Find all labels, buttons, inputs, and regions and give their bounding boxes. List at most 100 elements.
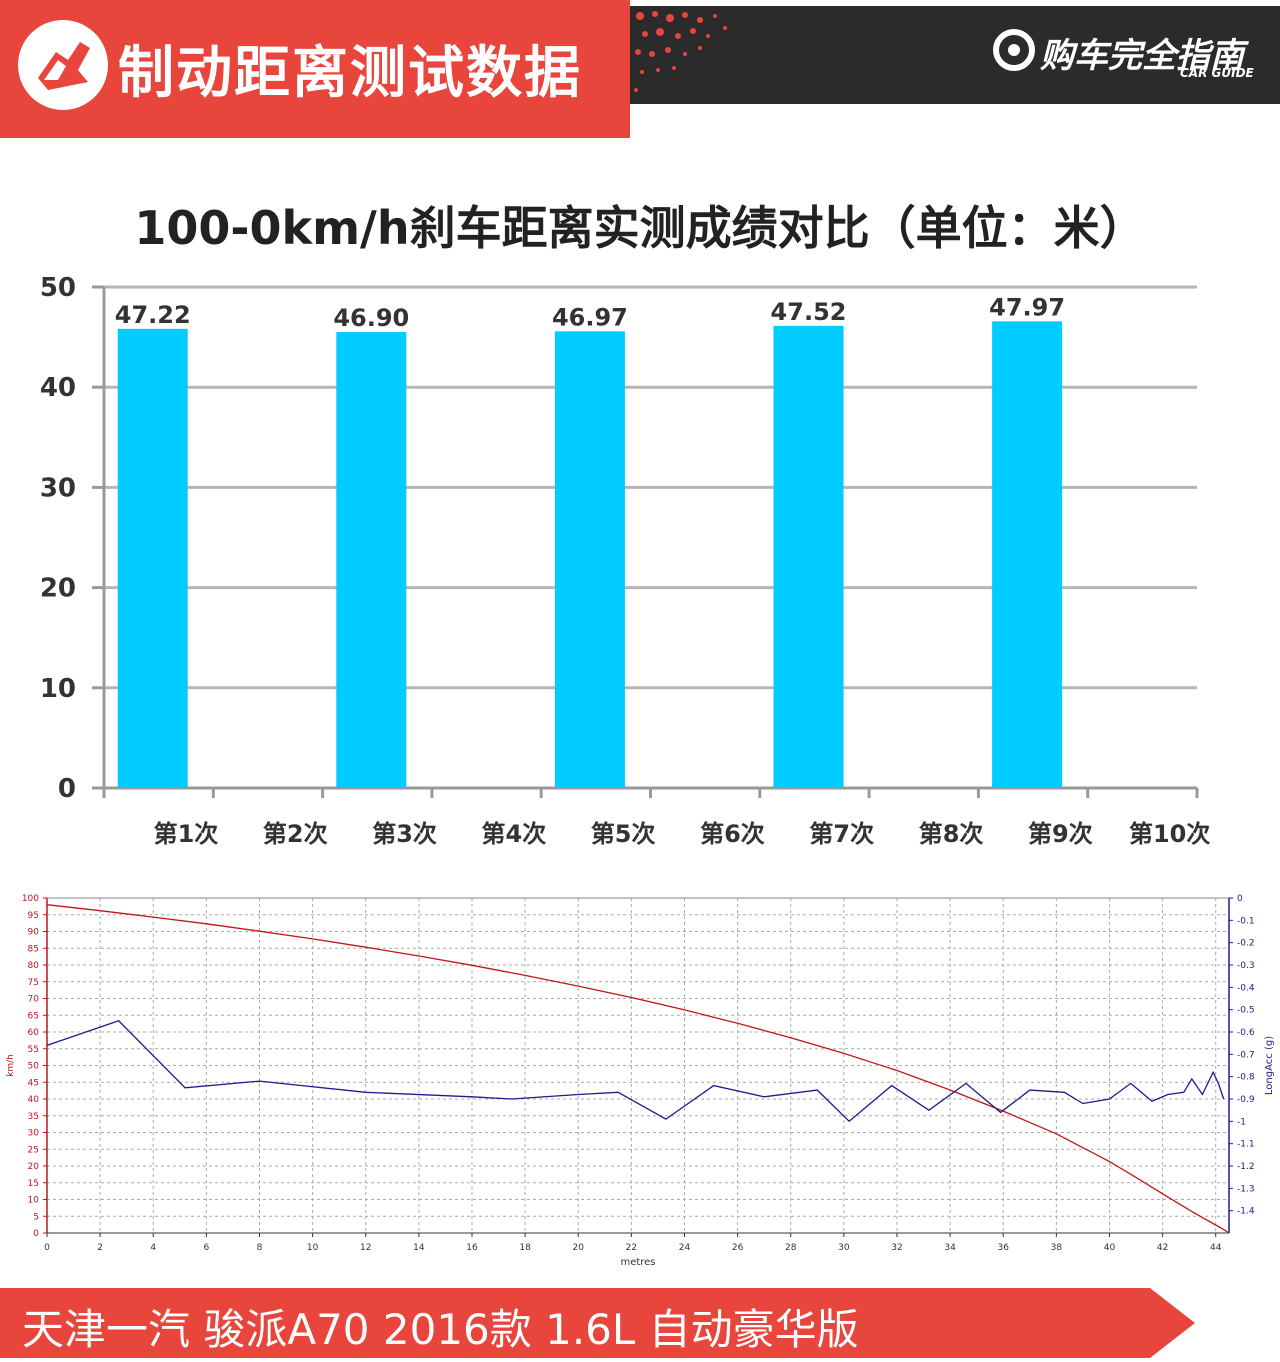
x-tick-label: 14 [413, 1243, 425, 1253]
x-tick-label: 第7次 [809, 820, 874, 848]
bar-chart-title: 100-0km/h刹车距离实测成绩对比（单位：米） [134, 201, 1146, 255]
header-brand-bar [630, 6, 1280, 104]
x-tick-label: 26 [732, 1243, 744, 1253]
bar-value-label: 47.97 [989, 293, 1065, 321]
x-tick-label: 第2次 [263, 820, 328, 848]
bar [117, 328, 188, 788]
x-tick-label: 30 [838, 1243, 850, 1253]
y-tick-label: 50 [40, 273, 76, 303]
x-tick-label: 24 [679, 1243, 691, 1253]
y2-tick-label: -1.2 [1237, 1162, 1255, 1172]
bar [992, 321, 1063, 788]
bar-value-label: 46.90 [333, 304, 409, 332]
y2-tick-label: -0.6 [1237, 1028, 1255, 1038]
x-tick-label: 18 [519, 1243, 531, 1253]
x-tick-label: 38 [1051, 1243, 1063, 1253]
footer [0, 1288, 1280, 1358]
y2-tick-label: -0.8 [1237, 1073, 1255, 1083]
y-tick-label: 40 [40, 373, 76, 403]
y-tick-label: 80 [28, 961, 40, 971]
x-tick-label: 10 [307, 1243, 319, 1253]
y-tick-label: 60 [28, 1028, 40, 1038]
y-tick-label: 15 [28, 1179, 39, 1189]
bar [554, 331, 625, 788]
bar-chart: 0 10 20 30 40 50 第1次 47.22 第2次 第3次 46.90 第4次 第5次 46.9… [40, 273, 1211, 848]
x-tick-label: 4 [150, 1243, 156, 1253]
brand-subtitle: CAR GUIDE [1180, 66, 1254, 80]
y-tick-label: 0 [33, 1229, 39, 1239]
y-tick-label: 50 [28, 1062, 40, 1072]
y2-tick-label: -0.1 [1237, 916, 1255, 926]
y-tick-label: 40 [28, 1095, 40, 1105]
x-axis-label: metres [620, 1257, 655, 1268]
bar-value-label: 47.22 [115, 301, 191, 329]
y-tick-label: 20 [28, 1162, 40, 1172]
page-title: 制动距离测试数据 [118, 41, 582, 106]
line-chart: 0510152025303540455055606570758085909510… [6, 894, 1275, 1268]
x-tick-label: 32 [891, 1243, 902, 1253]
y-tick-label: 0 [58, 774, 76, 804]
y2-tick-label: -0.9 [1237, 1095, 1255, 1105]
x-tick-label: 36 [997, 1243, 1009, 1253]
y-tick-label: 85 [28, 944, 39, 954]
y2-tick-label: -0.2 [1237, 939, 1255, 949]
longacc-series-line [46, 1020, 1225, 1123]
y-tick-label: 95 [28, 911, 39, 921]
footer-banner [0, 1288, 1195, 1358]
x-tick-label: 6 [204, 1243, 210, 1253]
y2-tick-label: -0.5 [1237, 1006, 1255, 1016]
y2-axis-label: LongAcc (g) [1264, 1036, 1275, 1095]
x-tick-label: 20 [573, 1243, 585, 1253]
y-tick-label: 5 [33, 1212, 39, 1222]
x-tick-label: 2 [97, 1243, 103, 1253]
y-tick-label: 90 [28, 928, 40, 938]
y-tick-label: 45 [28, 1078, 39, 1088]
x-tick-label: 28 [785, 1243, 797, 1253]
y2-tick-label: -1 [1237, 1117, 1246, 1127]
y-tick-label: 65 [28, 1011, 39, 1021]
footer-model-text: 天津一汽 骏派A70 2016款 1.6L 自动豪华版 [22, 1305, 859, 1354]
x-tick-label: 第10次 [1129, 820, 1210, 848]
y-tick-label: 100 [22, 894, 39, 904]
x-tick-label: 44 [1210, 1243, 1222, 1253]
x-tick-label: 40 [1104, 1243, 1116, 1253]
header: 制动距离测试数据 购车完全指南 CAR GUIDE [0, 0, 1280, 138]
y-tick-label: 25 [28, 1145, 39, 1155]
brand-wheel-icon [993, 29, 1035, 71]
x-tick-label: 42 [1157, 1243, 1168, 1253]
speed-series-line [46, 904, 1230, 1234]
bar-value-label: 47.52 [771, 298, 847, 326]
y2-tick-label: 0 [1237, 894, 1243, 904]
x-tick-label: 12 [360, 1243, 371, 1253]
x-tick-label: 第1次 [154, 820, 219, 848]
y-tick-label: 55 [28, 1045, 39, 1055]
x-tick-label: 第8次 [919, 820, 984, 848]
x-tick-label: 34 [944, 1243, 956, 1253]
y-tick-label: 10 [28, 1196, 40, 1206]
y-axis-label: km/h [6, 1054, 16, 1077]
y2-tick-label: -0.7 [1237, 1050, 1255, 1060]
x-tick-label: 22 [626, 1243, 637, 1253]
x-tick-label: 第6次 [700, 820, 765, 848]
y-tick-label: 35 [28, 1112, 39, 1122]
y-tick-label: 30 [40, 473, 76, 503]
y-tick-label: 70 [28, 995, 40, 1005]
y2-tick-label: -1.4 [1237, 1207, 1255, 1217]
y2-tick-label: -0.3 [1237, 961, 1255, 971]
x-tick-label: 16 [466, 1243, 478, 1253]
y-tick-label: 30 [28, 1129, 40, 1139]
bar-value-label: 46.97 [552, 303, 628, 331]
x-tick-label: 0 [44, 1243, 50, 1253]
y2-tick-label: -1.1 [1237, 1140, 1255, 1150]
y-tick-label: 75 [28, 978, 39, 988]
brake-logo-icon [18, 20, 108, 110]
x-tick-label: 第9次 [1028, 820, 1093, 848]
y2-tick-label: -0.4 [1237, 983, 1255, 993]
x-tick-label: 第3次 [372, 820, 437, 848]
brand-name: 购车完全指南 [1040, 36, 1244, 76]
halftone-decoration [634, 11, 727, 92]
x-tick-label: 第5次 [591, 820, 656, 848]
bar [773, 325, 844, 788]
x-tick-label: 8 [257, 1243, 263, 1253]
bar [336, 332, 407, 788]
